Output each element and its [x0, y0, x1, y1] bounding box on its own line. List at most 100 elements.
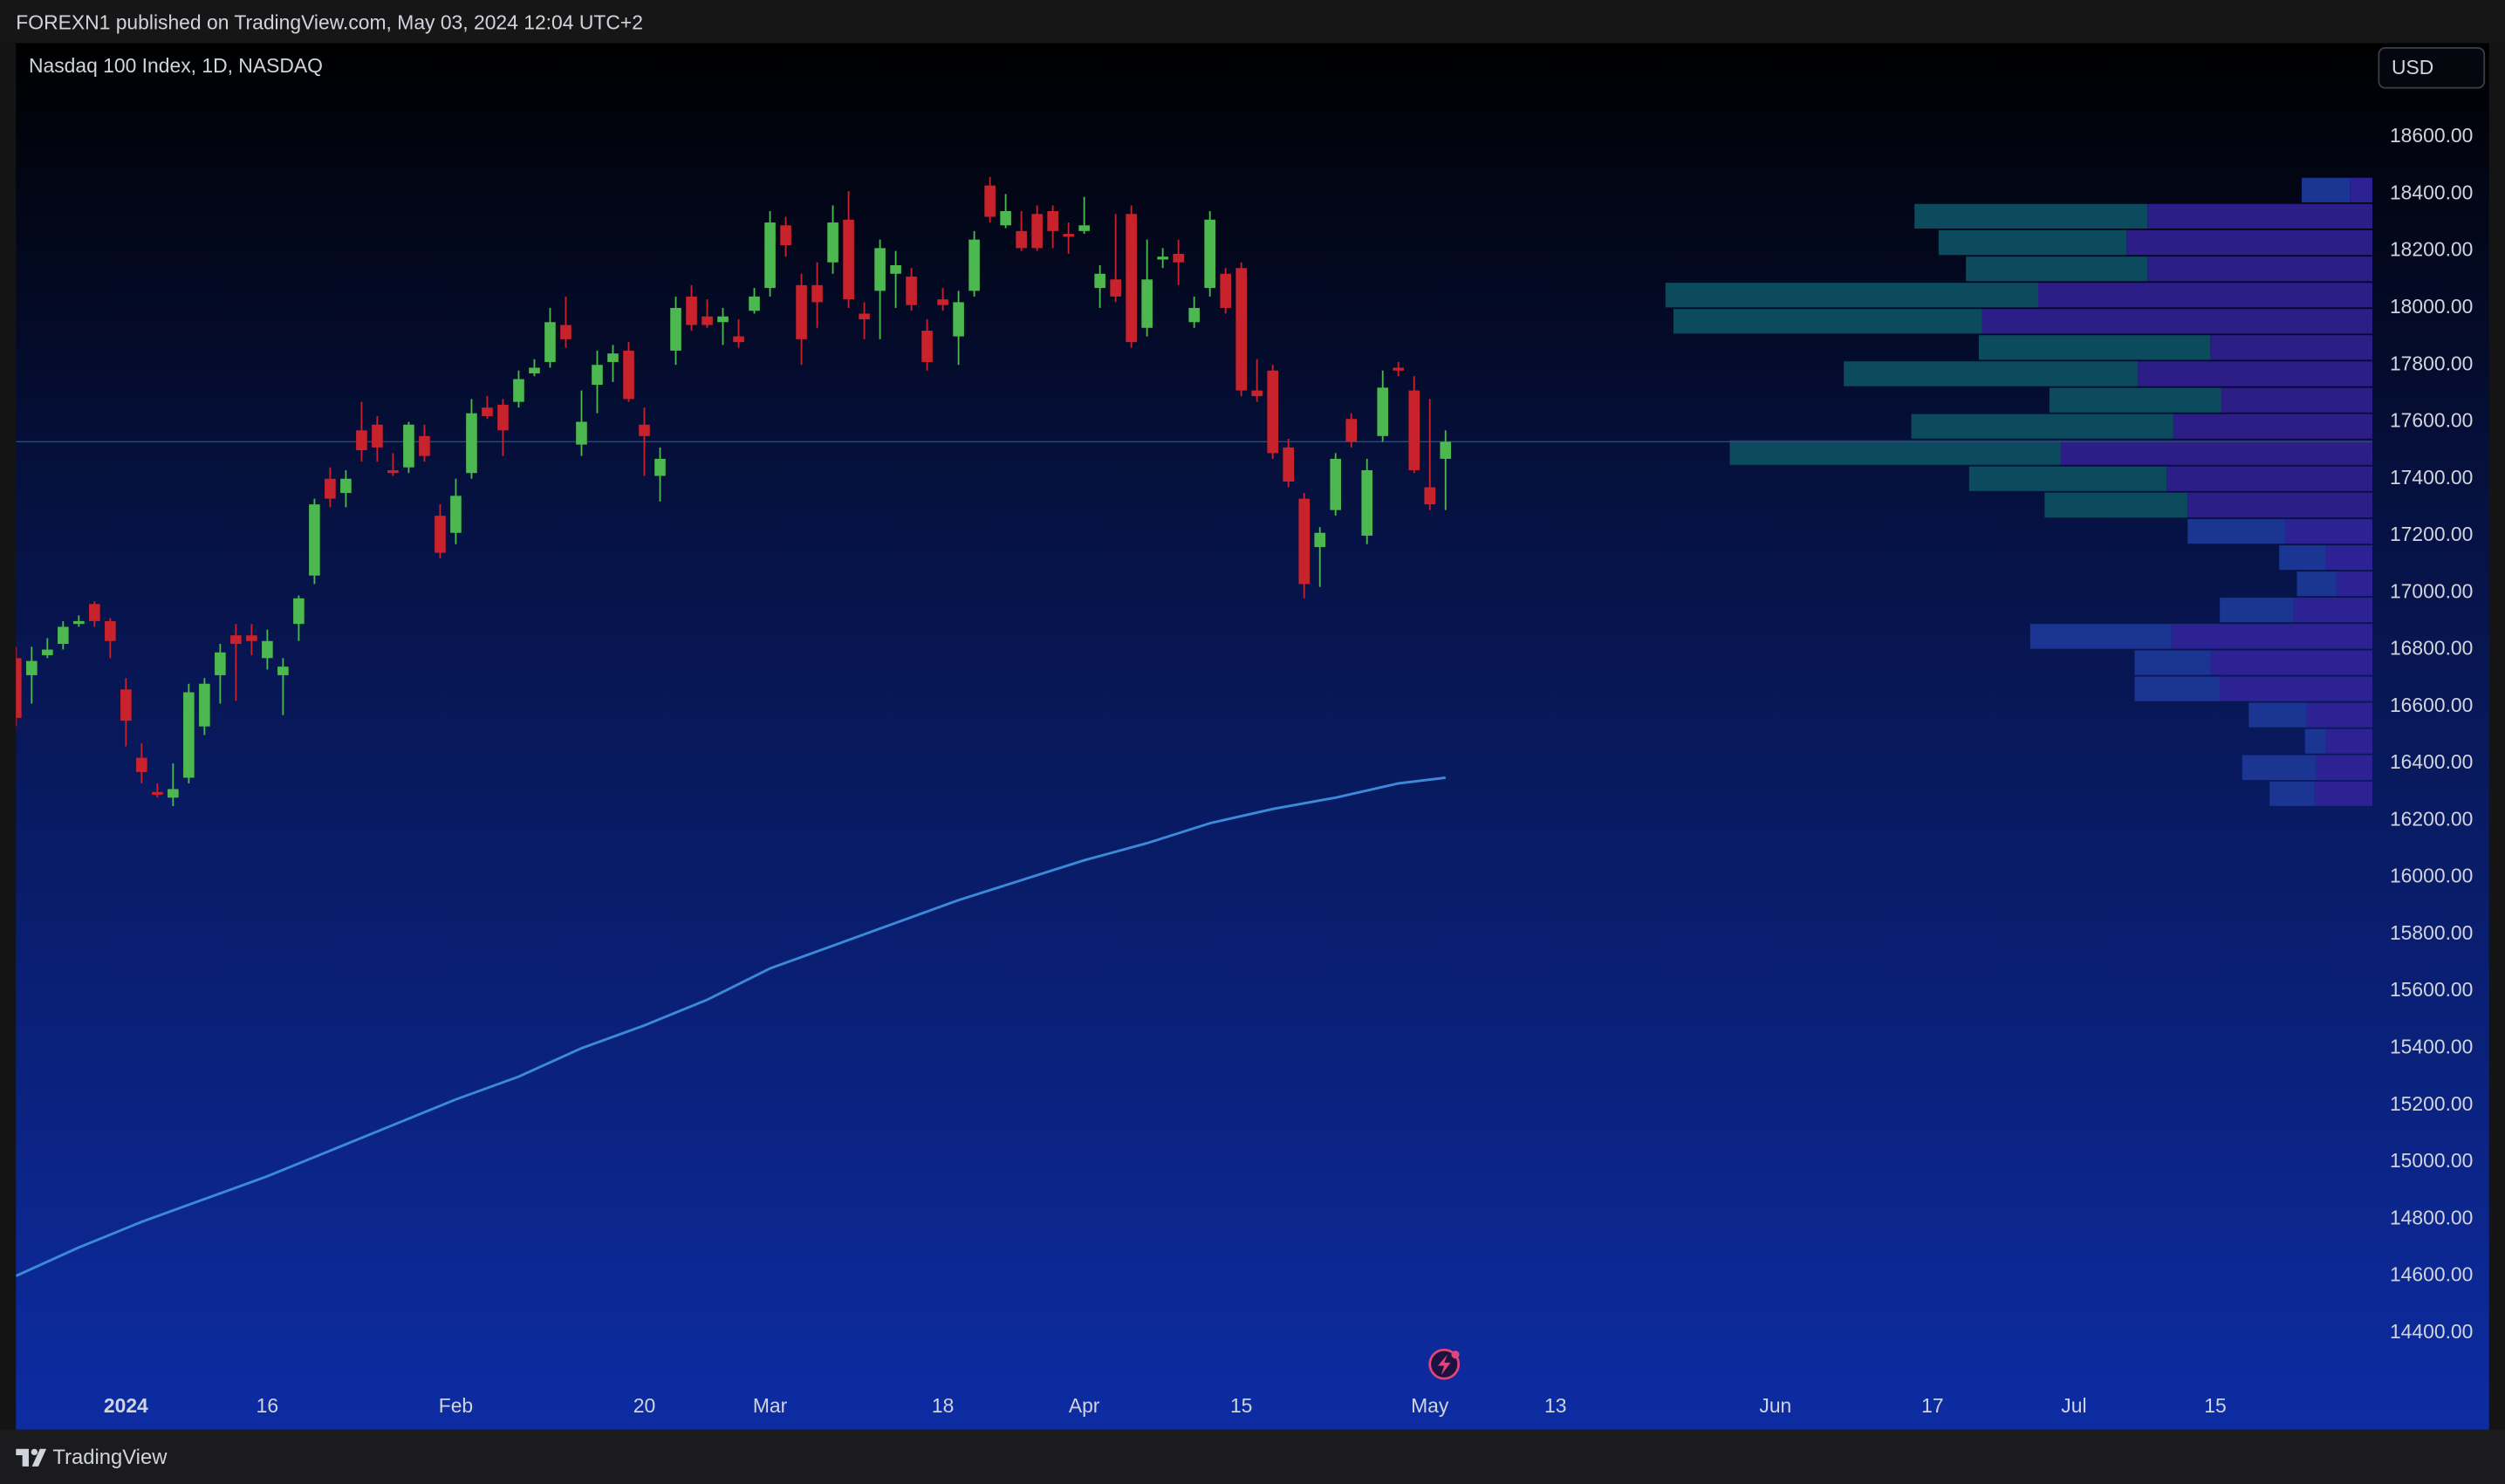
- candle-body: [1267, 370, 1278, 454]
- candle-body: [764, 222, 776, 289]
- profile-down: [2285, 519, 2373, 544]
- candle-body: [1330, 458, 1342, 510]
- y-tick-label: 14800.00: [2390, 1206, 2473, 1228]
- profile-down: [2293, 598, 2373, 623]
- candle-body: [325, 478, 336, 499]
- candle-body: [1204, 219, 1215, 289]
- candle-body: [1314, 532, 1326, 548]
- profile-up: [2044, 492, 2188, 518]
- candle-body: [529, 367, 540, 374]
- candle-body: [450, 496, 462, 533]
- y-tick-label: 17000.00: [2390, 579, 2473, 602]
- candle-body: [859, 313, 870, 319]
- candle-body: [654, 458, 666, 476]
- candle-body: [26, 660, 38, 675]
- candle-body: [1016, 230, 1027, 249]
- candle-body: [984, 185, 996, 217]
- candle-body: [1251, 390, 1263, 397]
- profile-down: [2166, 466, 2373, 491]
- currency-button[interactable]: [2378, 47, 2486, 89]
- y-tick-label: 15400.00: [2390, 1035, 2473, 1057]
- profile-up: [1968, 466, 2167, 491]
- profile-down: [2138, 361, 2373, 386]
- y-tick-label: 18200.00: [2390, 238, 2473, 261]
- candle-body: [749, 296, 760, 311]
- candle-body: [906, 277, 917, 305]
- candle-body: [513, 379, 524, 402]
- candle-body: [246, 635, 257, 641]
- profile-down: [2337, 571, 2373, 597]
- candle-body: [890, 264, 901, 274]
- candle-body: [780, 225, 791, 246]
- candle-body: [968, 239, 980, 291]
- candle-body: [356, 430, 367, 451]
- profile-up: [1844, 361, 2139, 386]
- y-tick-label: 18600.00: [2390, 124, 2473, 147]
- candle-body: [1377, 387, 1389, 436]
- x-tick-label: Jun: [1759, 1394, 1791, 1417]
- candle-body: [1110, 279, 1121, 297]
- candle-body: [1000, 210, 1011, 226]
- candle-body: [1298, 498, 1311, 585]
- profile-down: [2221, 387, 2373, 413]
- candle-body: [105, 620, 116, 641]
- y-tick-label: 16400.00: [2390, 750, 2473, 773]
- candle-body: [717, 316, 729, 323]
- candle-body: [1361, 469, 1373, 537]
- candle-body: [1157, 256, 1168, 260]
- candle-body: [1283, 447, 1294, 482]
- profile-up: [1729, 440, 2061, 465]
- candle-body: [686, 296, 697, 325]
- y-tick-label: 18400.00: [2390, 181, 2473, 203]
- candle-body: [937, 299, 948, 305]
- profile-up: [2279, 545, 2326, 571]
- y-tick-label: 17800.00: [2390, 352, 2473, 374]
- candle-body: [1078, 225, 1090, 231]
- candle-body: [1188, 307, 1200, 323]
- candle-body: [387, 469, 399, 474]
- y-tick-label: 15000.00: [2390, 1149, 2473, 1172]
- profile-down: [2171, 624, 2373, 649]
- y-tick-label: 14600.00: [2390, 1263, 2473, 1286]
- candle-body: [702, 316, 713, 325]
- candle-body: [482, 407, 493, 416]
- profile-up: [2049, 387, 2221, 413]
- candle-body: [639, 424, 650, 436]
- profile-up: [2296, 571, 2337, 597]
- x-tick-label: Apr: [1069, 1394, 1100, 1417]
- candle-body: [607, 353, 619, 362]
- profile-down: [2210, 650, 2373, 675]
- footer-bar: [0, 1429, 2505, 1484]
- currency-label[interactable]: USD: [2392, 56, 2433, 79]
- profile-down: [2306, 702, 2373, 728]
- candle-body: [560, 325, 571, 339]
- profile-up: [1911, 414, 2173, 439]
- candle-body: [796, 284, 807, 339]
- profile-down: [2147, 256, 2373, 282]
- profile-up: [2302, 177, 2351, 202]
- profile-down: [2210, 335, 2373, 360]
- candle-body: [403, 424, 414, 468]
- profile-up: [2304, 728, 2326, 754]
- x-tick-label: 2024: [104, 1394, 148, 1417]
- candle-body: [1235, 268, 1247, 391]
- x-tick-label: 15: [1230, 1394, 1252, 1417]
- x-tick-label: Feb: [439, 1394, 473, 1417]
- candle-body: [309, 504, 320, 576]
- candle-body: [576, 421, 587, 445]
- profile-down: [2187, 492, 2373, 518]
- candle-body: [1094, 273, 1105, 289]
- profile-up: [2269, 781, 2315, 806]
- candle-body: [199, 683, 210, 727]
- profile-down: [2316, 755, 2373, 781]
- x-tick-label: May: [1411, 1394, 1449, 1417]
- candle-body: [623, 350, 634, 400]
- y-tick-label: 15800.00: [2390, 921, 2473, 944]
- y-tick-label: 15600.00: [2390, 978, 2473, 1001]
- x-tick-label: 16: [257, 1394, 278, 1417]
- profile-up: [2248, 702, 2307, 728]
- profile-down: [2147, 203, 2373, 229]
- x-tick-label: 20: [633, 1394, 655, 1417]
